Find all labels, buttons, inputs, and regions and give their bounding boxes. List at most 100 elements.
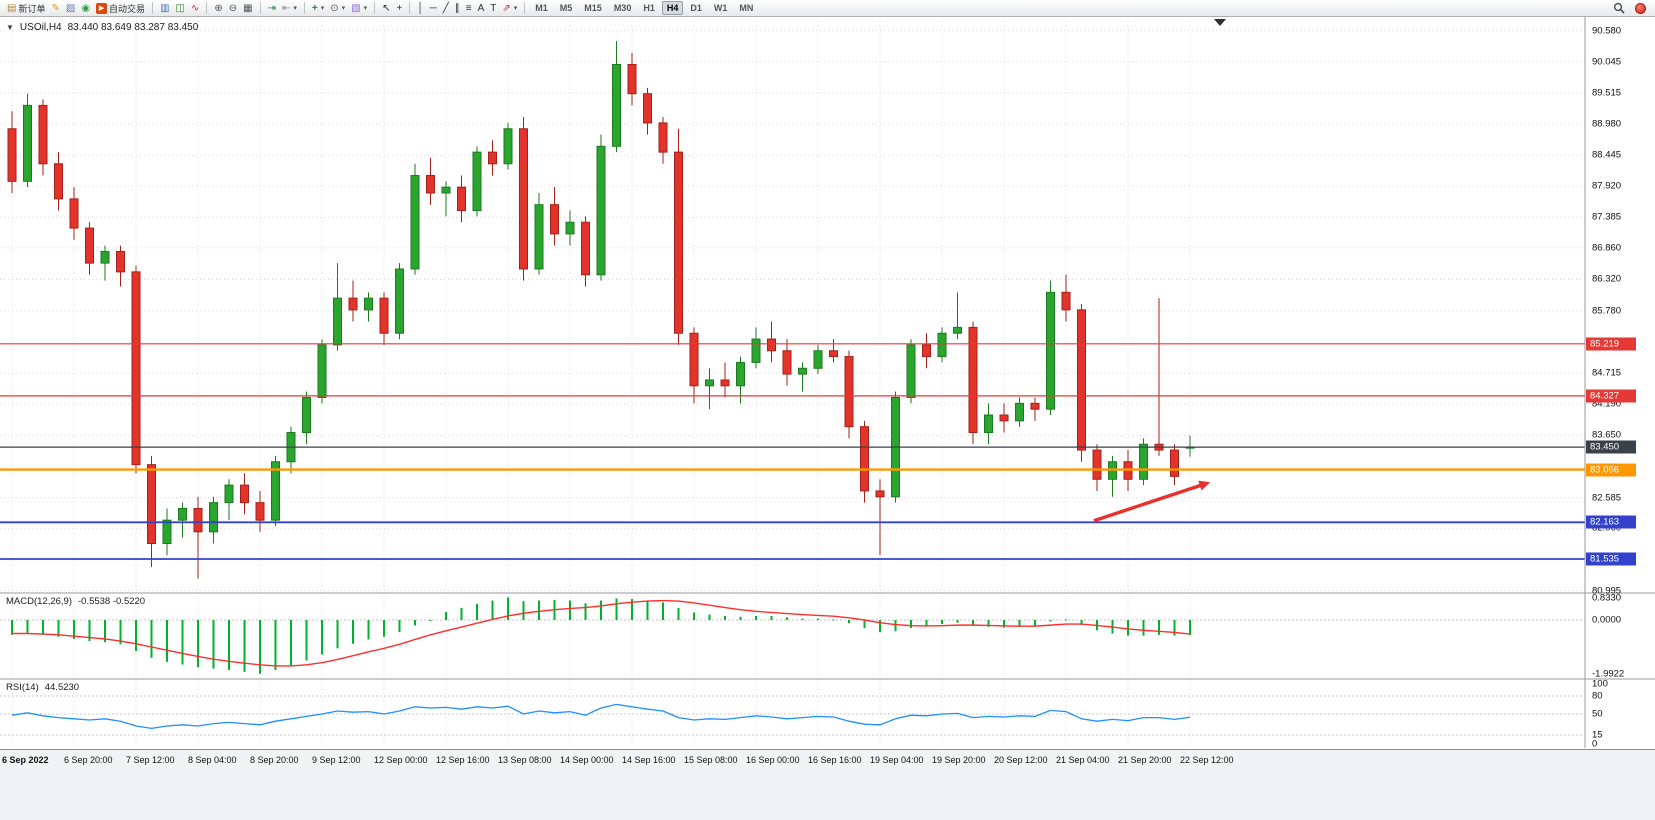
horizontal-line-button[interactable]: ─ xyxy=(427,1,440,15)
indicators-button[interactable]: + ▾ xyxy=(309,1,327,15)
zoom-out-button[interactable]: ⊖ xyxy=(226,1,240,15)
chart-shift-button[interactable]: ⇤ ▾ xyxy=(279,1,300,15)
timeframe-mn-button[interactable]: MN xyxy=(739,3,754,13)
candle-body xyxy=(705,379,714,387)
candle-body xyxy=(984,414,993,434)
one-click-trading-toggle[interactable]: ▼ xyxy=(6,23,14,32)
macd-histogram-bar xyxy=(786,617,788,620)
macd-histogram-bar xyxy=(941,620,943,625)
templates-button[interactable]: ▧ ▾ xyxy=(348,1,370,15)
timeframe-w1-button[interactable]: W1 xyxy=(713,3,728,13)
timeframe-m1-button[interactable]: M1 xyxy=(535,3,548,13)
price-axis-tick: 82.585 xyxy=(1592,492,1622,504)
macd-histogram-bar xyxy=(228,620,230,670)
candle-body xyxy=(1170,449,1179,477)
arrows-button[interactable]: ⇗ ▾ xyxy=(499,1,520,15)
vertical-line-button[interactable]: │ xyxy=(414,1,426,15)
macd-histogram-bar xyxy=(305,620,308,661)
macd-histogram-bar xyxy=(584,603,587,620)
price-axis-tick: 84.190 xyxy=(1592,398,1622,410)
candle-body xyxy=(457,186,466,212)
time-axis-label: 16 Sep 00:00 xyxy=(746,755,800,765)
timeframe-m5-button[interactable]: M5 xyxy=(559,3,573,13)
indicators-icon: + xyxy=(311,2,318,14)
macd-histogram-bar xyxy=(724,615,726,620)
timeframe-h4-button[interactable]: H4 xyxy=(661,1,684,15)
macd-histogram-bar xyxy=(88,620,91,642)
candle-body xyxy=(906,344,916,398)
macd-histogram-bar xyxy=(491,600,494,620)
price-axis-tick: 88.445 xyxy=(1592,149,1622,161)
price-axis[interactable]: 90.580 90.045 89.515 88.980 88.445 87.920 87.3… xyxy=(1585,17,1655,750)
macd-histogram-bar xyxy=(367,620,370,640)
candle-body xyxy=(844,356,854,428)
candle-body xyxy=(596,145,606,276)
time-axis-label: 16 Sep 16:00 xyxy=(808,755,862,765)
timeframe-m15-button[interactable]: M15 xyxy=(584,3,602,13)
macd-histogram-bar xyxy=(336,620,339,649)
auto-scroll-button[interactable]: ⇥ xyxy=(265,1,279,15)
macd-histogram-bar xyxy=(1065,619,1067,621)
macd-histogram-bar xyxy=(57,620,60,637)
candle-body xyxy=(1139,443,1148,480)
line-chart-button[interactable]: ∿ xyxy=(188,1,202,15)
metaeditor-button[interactable]: ✎ xyxy=(48,1,62,15)
macd-histogram-bar xyxy=(119,620,122,645)
crosshair-button[interactable]: + xyxy=(394,1,406,15)
auto-trading-button[interactable]: ▶ 自动交易 xyxy=(93,1,148,15)
chart-shift-marker[interactable] xyxy=(1214,19,1226,26)
tile-windows-button[interactable]: ▦ xyxy=(240,1,255,15)
zoom-in-button[interactable]: ⊕ xyxy=(211,1,225,15)
macd-histogram-bar xyxy=(600,600,602,620)
candlesticks-icon: ◫ xyxy=(175,2,185,14)
print-button[interactable]: ▨ xyxy=(63,1,78,15)
macd-histogram-bar xyxy=(135,620,137,652)
time-axis-label: 8 Sep 20:00 xyxy=(250,755,299,765)
time-axis[interactable]: 6 Sep 2022 6 Sep 20:00 7 Sep 12:00 8 Sep 04… xyxy=(0,749,1655,820)
timeframe-m30-button[interactable]: M30 xyxy=(613,3,632,13)
fibonacci-button[interactable]: ≡ xyxy=(463,1,475,15)
bars-icon: ▥ xyxy=(160,2,170,14)
timeframe-d1-button[interactable]: D1 xyxy=(690,3,702,13)
candle-body xyxy=(1092,449,1102,480)
cursor-button[interactable]: ↖ xyxy=(379,1,393,15)
candle-body xyxy=(488,151,497,165)
bars-button[interactable]: ▥ xyxy=(157,1,172,15)
toolbar-separator xyxy=(409,2,411,14)
new-order-button[interactable]: ▤ 新订单 xyxy=(4,1,48,15)
notifications-icon[interactable] xyxy=(1635,2,1646,14)
trend-arrow-annotation[interactable] xyxy=(1093,483,1204,523)
candlesticks-button[interactable]: ◫ xyxy=(173,1,188,15)
candle-body xyxy=(999,414,1009,422)
rsi-axis-label: 50 xyxy=(1592,708,1603,720)
candle-body xyxy=(162,519,172,545)
search-button[interactable] xyxy=(1610,1,1628,15)
candle-body xyxy=(782,350,792,375)
macd-histogram-bar xyxy=(677,607,680,620)
time-axis-label: 8 Sep 04:00 xyxy=(188,755,237,765)
periods-button[interactable]: ⊙ ▾ xyxy=(327,1,348,15)
candle-body xyxy=(534,204,544,270)
text-button[interactable]: A xyxy=(475,1,488,15)
macd-histogram-bar xyxy=(243,620,246,672)
equidistant-channel-button[interactable]: ∥ xyxy=(452,1,463,15)
candle-body xyxy=(116,250,125,273)
price-axis-tick: 87.385 xyxy=(1592,211,1622,223)
candle-body xyxy=(1046,291,1055,410)
candle-body xyxy=(271,461,280,521)
trendline-button[interactable]: ╱ xyxy=(440,1,452,15)
community-button[interactable]: ◉ xyxy=(78,1,93,15)
rsi-axis-label: 0 xyxy=(1592,738,1598,750)
macd-signal-line xyxy=(12,599,1191,667)
candle-body xyxy=(302,396,311,434)
macd-histogram-bar xyxy=(383,620,385,637)
macd-histogram-bar xyxy=(1142,620,1145,636)
time-axis-label: 19 Sep 20:00 xyxy=(932,755,986,765)
timeframe-h1-button[interactable]: H1 xyxy=(643,3,655,13)
candle-body xyxy=(1061,291,1071,311)
macd-histogram-bar xyxy=(569,600,571,620)
text-label-button[interactable]: T xyxy=(487,1,499,15)
price-axis-tick: 86.320 xyxy=(1592,273,1622,285)
candle-body xyxy=(674,151,683,334)
